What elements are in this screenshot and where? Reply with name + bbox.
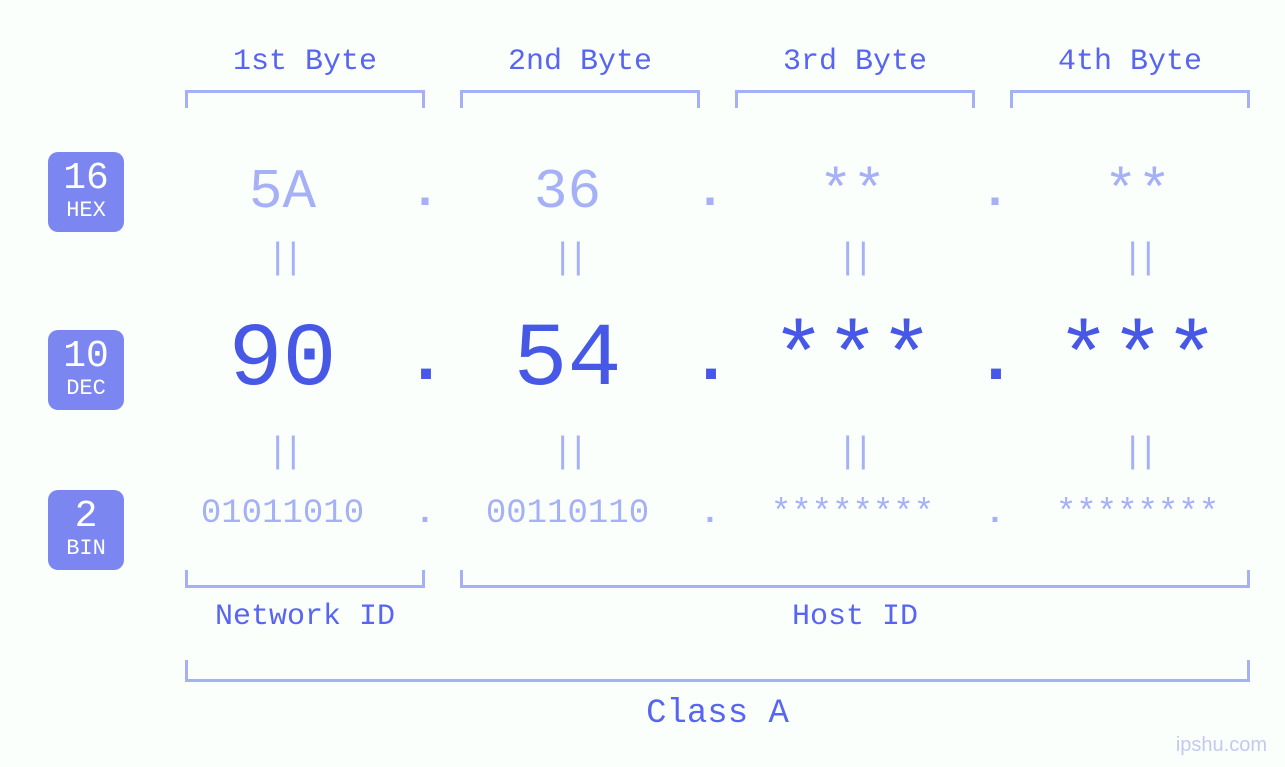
dec-byte-4: ***	[1015, 310, 1260, 412]
dec-byte-3: ***	[730, 310, 975, 412]
class-label: Class A	[185, 695, 1250, 733]
equals-icon: ||	[445, 238, 690, 279]
dot-icon: .	[405, 495, 445, 533]
equals-icon: ||	[445, 432, 690, 473]
equals-icon: ||	[160, 238, 405, 279]
equals-icon: ||	[160, 432, 405, 473]
byte-header-1: 1st Byte	[175, 45, 435, 79]
dot-icon: .	[690, 322, 730, 401]
dot-icon: .	[975, 495, 1015, 533]
byte-bracket-top-3	[735, 90, 975, 108]
hex-byte-1: 5A	[160, 160, 405, 224]
bin-byte-3: ********	[730, 495, 975, 533]
hex-byte-4: **	[1015, 160, 1260, 224]
bin-byte-1: 01011010	[160, 495, 405, 533]
equals-row-2: || || || ||	[160, 432, 1260, 473]
badge-bin-label: BIN	[48, 538, 124, 560]
dot-icon: .	[975, 164, 1015, 221]
network-id-bracket	[185, 570, 425, 588]
dot-icon: .	[690, 164, 730, 221]
host-id-bracket	[460, 570, 1250, 588]
dec-byte-2: 54	[445, 310, 690, 412]
equals-icon: ||	[1015, 432, 1260, 473]
badge-hex: 16 HEX	[48, 152, 124, 232]
badge-hex-base: 16	[48, 160, 124, 198]
class-bracket	[185, 660, 1250, 682]
badge-hex-label: HEX	[48, 200, 124, 222]
dot-icon: .	[405, 322, 445, 401]
watermark: ipshu.com	[1176, 734, 1267, 757]
dot-icon: .	[690, 495, 730, 533]
bin-byte-2: 00110110	[445, 495, 690, 533]
badge-bin: 2 BIN	[48, 490, 124, 570]
equals-icon: ||	[730, 238, 975, 279]
badge-dec-label: DEC	[48, 378, 124, 400]
hex-byte-3: **	[730, 160, 975, 224]
dec-row: 90 . 54 . *** . ***	[160, 310, 1260, 412]
hex-byte-2: 36	[445, 160, 690, 224]
bin-row: 01011010 . 00110110 . ******** . *******…	[160, 495, 1260, 533]
equals-icon: ||	[1015, 238, 1260, 279]
dot-icon: .	[405, 164, 445, 221]
byte-header-3: 3rd Byte	[725, 45, 985, 79]
bin-byte-4: ********	[1015, 495, 1260, 533]
badge-bin-base: 2	[48, 498, 124, 536]
equals-icon: ||	[730, 432, 975, 473]
dot-icon: .	[975, 322, 1015, 401]
byte-bracket-top-2	[460, 90, 700, 108]
byte-header-2: 2nd Byte	[450, 45, 710, 79]
equals-row-1: || || || ||	[160, 238, 1260, 279]
byte-bracket-top-1	[185, 90, 425, 108]
ip-diagram: 1st Byte 2nd Byte 3rd Byte 4th Byte 16 H…	[0, 0, 1285, 767]
network-id-label: Network ID	[185, 600, 425, 634]
badge-dec: 10 DEC	[48, 330, 124, 410]
hex-row: 5A . 36 . ** . **	[160, 160, 1260, 224]
badge-dec-base: 10	[48, 338, 124, 376]
byte-header-4: 4th Byte	[1000, 45, 1260, 79]
byte-bracket-top-4	[1010, 90, 1250, 108]
host-id-label: Host ID	[460, 600, 1250, 634]
dec-byte-1: 90	[160, 310, 405, 412]
